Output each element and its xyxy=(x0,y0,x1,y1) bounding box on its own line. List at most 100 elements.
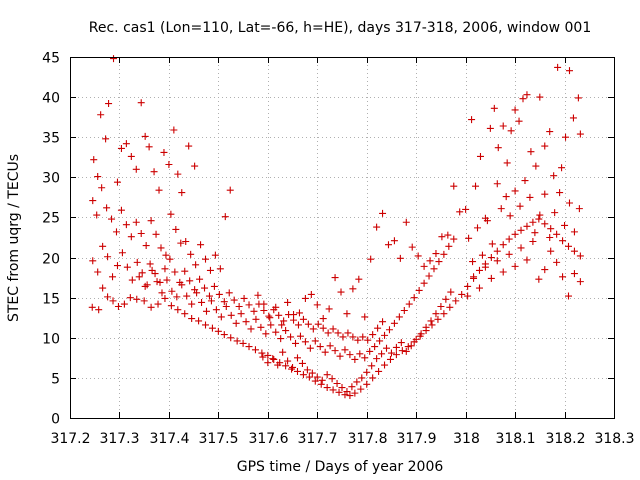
data-point xyxy=(440,310,448,318)
data-point xyxy=(438,233,446,241)
data-point xyxy=(371,343,379,351)
data-point xyxy=(364,336,372,344)
data-point xyxy=(488,240,496,248)
data-point xyxy=(469,258,477,266)
data-point xyxy=(150,168,158,176)
data-point xyxy=(294,321,302,329)
data-point xyxy=(167,302,175,310)
data-point xyxy=(126,294,134,302)
data-point xyxy=(356,350,364,358)
data-point xyxy=(118,249,126,257)
data-point xyxy=(348,383,356,391)
data-point xyxy=(395,313,403,321)
data-point xyxy=(165,160,173,168)
y-tick-label: 45 xyxy=(42,51,60,67)
data-point xyxy=(182,238,190,246)
data-point xyxy=(336,352,344,360)
data-point xyxy=(535,215,543,223)
data-point xyxy=(375,367,383,375)
data-point xyxy=(378,350,386,358)
data-point xyxy=(570,228,578,236)
data-point xyxy=(264,359,272,367)
data-point xyxy=(214,327,222,335)
data-point xyxy=(339,333,347,341)
data-point xyxy=(137,99,145,107)
data-point xyxy=(207,297,215,305)
data-point xyxy=(381,331,389,339)
data-point xyxy=(569,114,577,122)
data-point xyxy=(217,313,225,321)
data-point xyxy=(384,241,392,249)
data-point xyxy=(450,235,458,243)
data-point xyxy=(160,148,168,156)
data-point xyxy=(177,239,185,247)
data-point xyxy=(422,323,430,331)
data-point xyxy=(329,386,337,394)
data-point xyxy=(314,320,322,328)
data-point xyxy=(529,238,537,246)
data-point xyxy=(346,392,354,400)
data-point xyxy=(309,325,317,333)
data-point xyxy=(407,342,415,350)
data-point xyxy=(475,266,483,274)
data-point xyxy=(475,284,483,292)
data-point xyxy=(440,250,448,258)
data-point xyxy=(269,355,277,363)
data-point xyxy=(576,130,584,138)
data-point xyxy=(444,231,452,239)
data-point xyxy=(507,127,515,135)
data-point xyxy=(282,327,290,335)
data-point xyxy=(558,164,566,172)
data-point xyxy=(337,288,345,296)
data-point xyxy=(172,225,180,233)
data-point xyxy=(176,278,184,286)
data-point xyxy=(245,301,253,309)
data-point xyxy=(201,284,209,292)
y-tick-label: 0 xyxy=(51,412,60,428)
data-point xyxy=(166,255,174,263)
data-point xyxy=(154,300,162,308)
data-point xyxy=(212,306,220,314)
data-point xyxy=(258,349,266,357)
data-point xyxy=(277,335,285,343)
data-point xyxy=(109,273,117,281)
data-point xyxy=(363,380,371,388)
data-point xyxy=(486,124,494,132)
y-axis-label: STEC from uqrg / TECUs xyxy=(6,154,22,322)
data-point xyxy=(536,93,544,101)
data-point xyxy=(517,244,525,252)
data-point xyxy=(122,221,130,229)
data-point xyxy=(245,343,253,351)
data-point xyxy=(450,182,458,190)
data-point xyxy=(511,230,519,238)
data-point xyxy=(331,347,339,355)
data-point xyxy=(210,282,218,290)
y-tick-label: 20 xyxy=(42,252,60,268)
data-point xyxy=(576,278,584,286)
data-point xyxy=(161,265,169,273)
data-point xyxy=(447,288,455,296)
data-point xyxy=(306,344,314,352)
data-point xyxy=(205,292,213,300)
data-point xyxy=(541,190,549,198)
x-tick-label: 317.2 xyxy=(50,431,90,447)
data-point xyxy=(202,321,210,329)
data-point xyxy=(402,347,410,355)
data-point xyxy=(280,317,288,325)
data-point xyxy=(237,310,245,318)
data-point xyxy=(279,348,287,356)
data-point xyxy=(220,298,228,306)
data-point xyxy=(532,162,540,170)
data-point xyxy=(333,380,341,388)
data-point xyxy=(376,337,384,345)
data-point xyxy=(161,294,169,302)
data-point xyxy=(187,250,195,258)
data-point xyxy=(181,310,189,318)
data-point xyxy=(191,286,199,294)
data-point xyxy=(435,258,443,266)
data-point xyxy=(104,293,112,301)
data-point xyxy=(349,333,357,341)
data-point xyxy=(103,204,111,212)
data-point xyxy=(225,289,233,297)
data-point xyxy=(334,329,342,337)
